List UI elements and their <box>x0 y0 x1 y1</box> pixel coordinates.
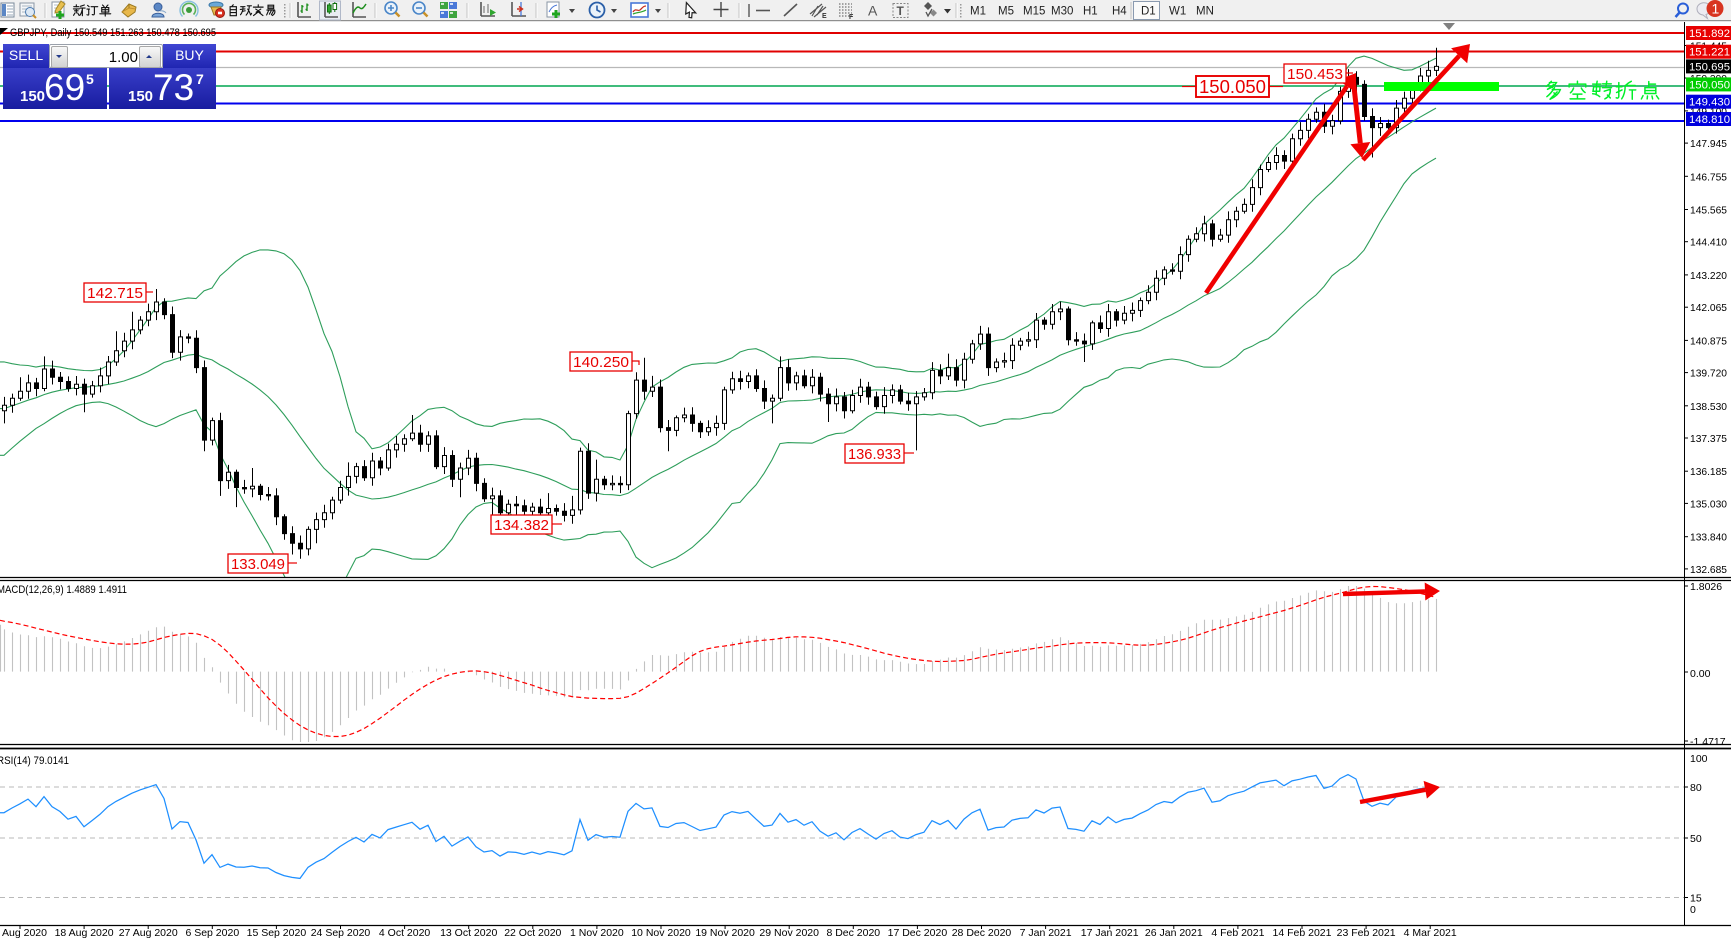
svg-text:149.430: 149.430 <box>1689 97 1730 109</box>
svg-text:MACD(12,26,9) 1.4889 1.4911: MACD(12,26,9) 1.4889 1.4911 <box>0 584 127 596</box>
svg-text:A: A <box>868 3 878 19</box>
svg-text:139.720: 139.720 <box>1690 368 1727 380</box>
svg-text:27 Aug 2020: 27 Aug 2020 <box>119 927 178 938</box>
svg-text:22 Oct 2020: 22 Oct 2020 <box>504 927 561 938</box>
svg-text:138.530: 138.530 <box>1690 401 1727 413</box>
svg-text:18 Aug 2020: 18 Aug 2020 <box>55 927 114 938</box>
svg-text:50: 50 <box>1690 833 1702 845</box>
svg-text:8 Dec 2020: 8 Dec 2020 <box>826 927 880 938</box>
svg-text:Aug 2020: Aug 2020 <box>2 927 47 938</box>
svg-text:D1: D1 <box>1141 6 1156 18</box>
svg-text:-1.4717: -1.4717 <box>1690 736 1726 748</box>
svg-text:136.933: 136.933 <box>848 446 901 463</box>
svg-text:H1: H1 <box>1083 6 1098 18</box>
svg-text:17 Jan 2021: 17 Jan 2021 <box>1081 927 1139 938</box>
svg-text:151.892: 151.892 <box>1689 28 1730 40</box>
svg-text:150.050: 150.050 <box>1689 79 1730 91</box>
svg-text:23 Feb 2021: 23 Feb 2021 <box>1337 927 1396 938</box>
svg-text:100: 100 <box>1690 753 1708 765</box>
svg-text:148.810: 148.810 <box>1689 114 1730 126</box>
svg-text:7 Jan 2021: 7 Jan 2021 <box>1020 927 1072 938</box>
svg-text:4 Feb 2021: 4 Feb 2021 <box>1211 927 1264 938</box>
svg-text:135.030: 135.030 <box>1690 498 1727 510</box>
svg-text:146.755: 146.755 <box>1690 171 1727 183</box>
svg-text:145.565: 145.565 <box>1690 205 1727 217</box>
svg-text:RSI(14) 79.0141: RSI(14) 79.0141 <box>0 755 69 767</box>
svg-text:136.185: 136.185 <box>1690 466 1727 478</box>
svg-text:133.840: 133.840 <box>1690 532 1727 544</box>
svg-text:15 Sep 2020: 15 Sep 2020 <box>247 927 307 938</box>
svg-text:143.220: 143.220 <box>1690 270 1727 282</box>
svg-text:1.8026: 1.8026 <box>1690 581 1722 593</box>
svg-text:142.715: 142.715 <box>87 285 143 302</box>
svg-text:E: E <box>822 13 827 20</box>
svg-text:134.382: 134.382 <box>494 517 549 534</box>
svg-text:M30: M30 <box>1051 6 1073 18</box>
svg-text:0: 0 <box>1690 904 1696 916</box>
svg-text:144.410: 144.410 <box>1690 237 1727 249</box>
svg-text:15: 15 <box>1690 893 1702 905</box>
svg-text:4 Oct 2020: 4 Oct 2020 <box>379 927 431 938</box>
svg-text:29 Nov 2020: 29 Nov 2020 <box>759 927 819 938</box>
svg-text:4 Mar 2021: 4 Mar 2021 <box>1404 927 1457 938</box>
svg-text:142.065: 142.065 <box>1690 302 1727 314</box>
svg-text:14 Feb 2021: 14 Feb 2021 <box>1273 927 1332 938</box>
svg-text:1: 1 <box>1712 1 1720 17</box>
svg-text:150.453: 150.453 <box>1287 66 1343 83</box>
svg-text:F: F <box>849 14 854 21</box>
svg-text:132.685: 132.685 <box>1690 564 1727 576</box>
svg-text:1 Nov 2020: 1 Nov 2020 <box>570 927 624 938</box>
svg-text:GBPJPY, Daily 150.549 151.263: GBPJPY, Daily 150.549 151.263 150.478 15… <box>10 27 216 39</box>
svg-text:T: T <box>897 4 905 18</box>
svg-text:19 Nov 2020: 19 Nov 2020 <box>695 927 755 938</box>
svg-text:0.00: 0.00 <box>1690 668 1711 680</box>
svg-text:MN: MN <box>1196 6 1214 18</box>
svg-text:10 Nov 2020: 10 Nov 2020 <box>631 927 691 938</box>
svg-text:17 Dec 2020: 17 Dec 2020 <box>888 927 948 938</box>
svg-text:133.049: 133.049 <box>231 556 285 573</box>
svg-text:151.221: 151.221 <box>1689 47 1730 59</box>
svg-text:M5: M5 <box>998 6 1014 18</box>
svg-text:W1: W1 <box>1169 6 1186 18</box>
svg-text:M1: M1 <box>970 6 986 18</box>
svg-text:137.375: 137.375 <box>1690 433 1727 445</box>
svg-text:140.875: 140.875 <box>1690 335 1727 347</box>
svg-text:147.945: 147.945 <box>1690 138 1727 150</box>
svg-text:24 Sep 2020: 24 Sep 2020 <box>311 927 371 938</box>
svg-text:28 Dec 2020: 28 Dec 2020 <box>952 927 1012 938</box>
svg-text:13 Oct 2020: 13 Oct 2020 <box>440 927 497 938</box>
svg-text:26 Jan 2021: 26 Jan 2021 <box>1145 927 1203 938</box>
svg-text:H4: H4 <box>1112 6 1127 18</box>
svg-text:150.050: 150.050 <box>1199 77 1266 97</box>
svg-text:140.250: 140.250 <box>573 354 629 371</box>
svg-text:M15: M15 <box>1023 6 1045 18</box>
svg-text:6 Sep 2020: 6 Sep 2020 <box>185 927 239 938</box>
svg-text:80: 80 <box>1690 782 1702 794</box>
svg-text:150.695: 150.695 <box>1689 61 1730 73</box>
